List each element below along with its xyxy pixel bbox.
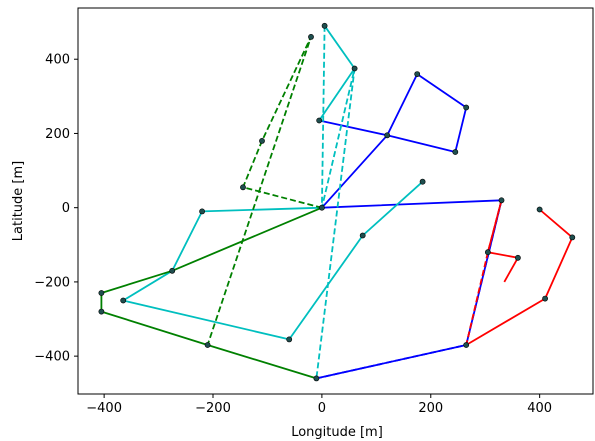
data-point-4 <box>463 104 470 111</box>
x-tick-label: −200 <box>195 401 231 416</box>
data-point-9 <box>419 178 426 185</box>
x-tick-label: 0 <box>318 401 326 416</box>
series-line-0 <box>316 73 503 380</box>
data-point-14 <box>536 206 543 213</box>
data-point-12 <box>318 204 325 211</box>
data-point-23 <box>98 308 105 315</box>
data-point-2 <box>351 65 358 72</box>
data-point-13 <box>199 208 205 215</box>
data-point-10 <box>240 184 246 191</box>
y-tick-label: −400 <box>34 350 70 365</box>
data-point-25 <box>204 342 211 348</box>
series-line-3 <box>316 200 503 380</box>
x-tick-label: 200 <box>418 401 443 416</box>
data-point-21 <box>542 295 548 302</box>
data-point-17 <box>484 249 491 256</box>
data-point-16 <box>359 232 366 239</box>
data-point-8 <box>452 149 459 155</box>
data-point-6 <box>384 132 391 139</box>
data-point-24 <box>286 336 293 343</box>
data-point-15 <box>569 234 576 241</box>
data-point-20 <box>98 290 105 296</box>
y-tick-label: 200 <box>45 127 70 142</box>
x-axis-ticks: −400 −200 0 200 400 <box>86 394 552 416</box>
x-tick-label: 400 <box>527 401 552 416</box>
data-point-1 <box>308 34 314 40</box>
data-point-5 <box>316 117 323 124</box>
data-point-27 <box>313 375 320 382</box>
plot-frame <box>77 7 594 395</box>
data-point-7 <box>259 137 265 144</box>
y-tick-label: −200 <box>34 275 70 290</box>
data-point-22 <box>120 297 127 304</box>
data-point-26 <box>463 342 470 348</box>
series-line-7 <box>315 25 356 379</box>
data-markers <box>98 22 576 382</box>
data-point-11 <box>498 197 505 204</box>
data-point-19 <box>169 267 176 274</box>
series-line-4 <box>465 200 503 346</box>
x-axis-label: Longitude [m] <box>291 425 383 440</box>
data-point-18 <box>515 254 521 261</box>
y-axis-ticks: −400 −200 0 200 400 <box>34 53 78 365</box>
series-line-1 <box>486 200 519 283</box>
data-point-0 <box>321 22 328 29</box>
data-point-3 <box>414 71 421 77</box>
series-line-8 <box>100 206 323 380</box>
x-tick-label: −400 <box>86 401 122 416</box>
y-tick-label: 0 <box>62 201 70 216</box>
series-line-2 <box>465 208 574 346</box>
y-tick-label: 400 <box>45 53 70 68</box>
y-axis-label: Latitude [m] <box>11 161 26 241</box>
series-line-9 <box>206 36 323 346</box>
